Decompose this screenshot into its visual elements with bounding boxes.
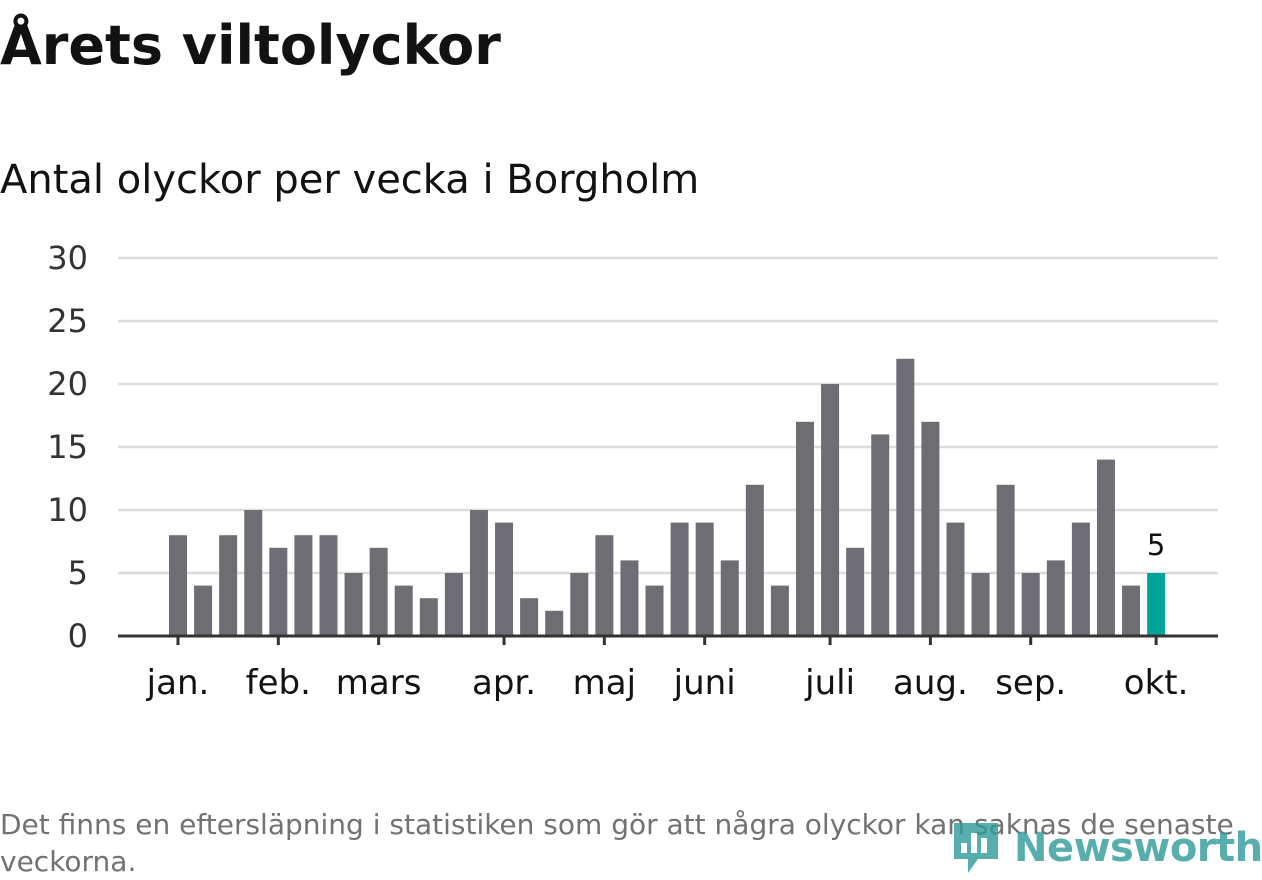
y-tick-label: 15: [47, 428, 88, 466]
footnote: Det finns en eftersläpning i statistiken…: [0, 808, 1234, 878]
bar: [1122, 585, 1141, 636]
newsworthy-logo-icon: [954, 823, 998, 873]
y-tick-label: 0: [68, 617, 88, 655]
bar: [444, 573, 463, 636]
bar: [996, 484, 1015, 636]
gridlines: [118, 256, 1218, 575]
x-tick-label: maj: [573, 663, 636, 703]
bar: [570, 573, 589, 636]
bar: [369, 547, 388, 636]
data-label: 5: [1147, 528, 1165, 562]
bar: [921, 421, 940, 636]
bar: [846, 547, 865, 636]
x-tick-label: juli: [804, 663, 855, 703]
bar: [695, 522, 714, 636]
x-tick-label: juni: [673, 663, 736, 703]
bar-highlight: [1147, 573, 1166, 636]
x-tick-label: feb.: [246, 663, 311, 703]
bar: [1071, 522, 1090, 636]
bar: [394, 585, 413, 636]
data-labels: 5: [1147, 528, 1165, 562]
y-tick-label: 20: [47, 365, 88, 403]
bar: [670, 522, 689, 636]
bar: [319, 535, 338, 636]
bar: [946, 522, 965, 636]
bar: [294, 535, 313, 636]
bar: [269, 547, 288, 636]
x-tick-label: aug.: [893, 663, 968, 703]
x-tick-label: sep.: [995, 663, 1066, 703]
y-axis-ticks: 0 5 10 15 20 25 30: [47, 239, 88, 655]
chart-subtitle: Antal olyckor per vecka i Borgholm: [0, 157, 700, 203]
bars: [169, 358, 1166, 636]
newsworthy-logo: Newsworthy: [950, 818, 1262, 878]
bar: [796, 421, 814, 636]
chart-title: Årets viltolyckor: [0, 14, 501, 77]
x-tick-label: jan.: [146, 663, 210, 703]
bar: [745, 484, 764, 636]
bar: [344, 573, 363, 636]
bar: [595, 535, 614, 636]
bar: [169, 535, 187, 636]
bar: [896, 358, 915, 636]
bar: [645, 585, 664, 636]
bar: [1046, 560, 1065, 636]
logo-text: Newsworthy: [1014, 825, 1262, 871]
bar: [244, 510, 263, 636]
bar: [495, 522, 514, 636]
bar: [720, 560, 739, 636]
bar: [219, 535, 238, 636]
bar: [821, 384, 840, 636]
y-tick-label: 10: [47, 491, 88, 529]
bar: [871, 434, 890, 636]
y-tick-label: 5: [68, 554, 88, 592]
bar: [1021, 573, 1040, 636]
bar: [419, 598, 438, 636]
x-tick-label: apr.: [472, 663, 536, 703]
x-axis-ticks: jan. feb. mars apr. maj juni juli aug. sep. okt.: [146, 636, 1189, 703]
y-tick-label: 30: [47, 239, 88, 277]
bar: [194, 585, 213, 636]
bar: [520, 598, 539, 636]
bar: [545, 610, 564, 636]
bar: [971, 573, 990, 636]
bar: [770, 585, 789, 636]
x-tick-label: mars: [336, 663, 422, 703]
x-tick-label: okt.: [1124, 663, 1189, 703]
y-tick-label: 25: [47, 302, 88, 340]
bar: [469, 510, 488, 636]
bar: [1096, 459, 1115, 636]
bar: [620, 560, 639, 636]
